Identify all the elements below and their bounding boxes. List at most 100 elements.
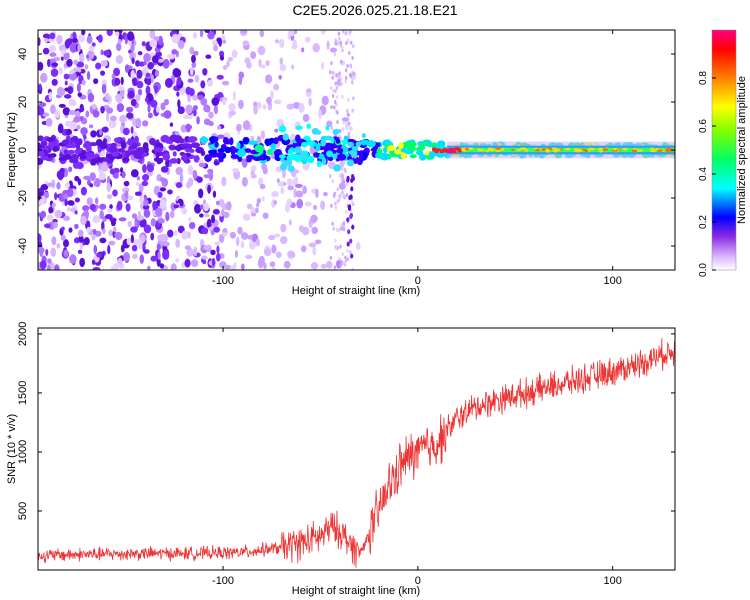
spectrogram-cell — [312, 43, 320, 53]
spectrogram-cell — [51, 62, 59, 67]
spectrogram-cell — [308, 141, 314, 147]
spectrogram-cell — [173, 134, 183, 143]
spectrogram-cell — [333, 105, 336, 110]
spectrogram-cell — [160, 102, 166, 111]
spectrogram-cell — [106, 175, 111, 186]
spectrogram-cell — [90, 130, 97, 138]
spectrogram-cell — [147, 112, 153, 119]
spectrogram-cell — [351, 108, 354, 113]
spectrogram-cell — [149, 30, 156, 39]
spectrogram-cell — [143, 209, 151, 218]
spectrogram-cell — [211, 214, 216, 224]
spectrogram-cell — [76, 61, 85, 68]
spectrogram-cell — [334, 81, 337, 86]
spectrogram-cell — [213, 44, 218, 52]
spectrogram-cell — [337, 228, 340, 233]
spectrogram-cell — [347, 229, 351, 235]
spectrogram-cell — [312, 204, 318, 210]
spectrogram-cell — [106, 107, 114, 114]
spectrogram-cell — [250, 51, 257, 60]
spectrogram-cell — [638, 149, 643, 152]
spectrogram-cell — [302, 185, 308, 195]
spectrogram-y-tick-label: 20 — [17, 96, 29, 108]
spectrogram-cell — [650, 147, 655, 150]
spectrogram-cell — [227, 56, 234, 62]
spectrogram-cell — [154, 69, 160, 77]
spectrogram-cell — [207, 31, 215, 40]
spectrogram-cell — [47, 58, 51, 68]
spectrogram-cell — [65, 128, 72, 136]
spectrogram-cell — [451, 148, 456, 152]
spectrogram-cell — [597, 147, 604, 151]
spectrogram-cell — [274, 233, 281, 238]
spectrogram-cell — [548, 147, 552, 151]
spectrogram-cell — [184, 245, 191, 250]
spectrogram-cell — [198, 188, 204, 199]
spectrogram-cell — [132, 253, 138, 260]
spectrogram-x-axis-label: Height of straight line (km) — [292, 285, 420, 297]
spectrogram-cell — [51, 202, 56, 208]
spectrogram-cell — [54, 209, 63, 219]
spectrogram-cell — [58, 66, 63, 75]
spectrogram-y-tick-label: 40 — [17, 48, 29, 60]
spectrogram-cell — [211, 257, 216, 267]
spectrogram-cell — [108, 155, 116, 161]
spectrogram-cell — [127, 31, 135, 42]
spectrogram-cell — [330, 105, 333, 110]
spectrogram-cell — [49, 52, 57, 57]
spectrogram-cell — [256, 101, 262, 109]
spectrogram-cell — [172, 151, 177, 157]
spectrogram-cell — [181, 230, 189, 240]
spectrogram-cell — [344, 258, 348, 263]
spectrogram-cell — [72, 37, 78, 44]
spectrogram-cell — [204, 213, 210, 218]
spectrogram-cell — [150, 232, 155, 241]
spectrogram-cell — [495, 147, 502, 150]
spectrogram-cell — [347, 141, 355, 147]
spectrogram-cell — [216, 252, 221, 262]
spectrogram-cell — [271, 266, 276, 270]
spectrogram-cell — [193, 246, 198, 257]
spectrogram-cell — [487, 147, 492, 150]
spectrogram-cell — [339, 244, 342, 249]
spectrogram-cell — [250, 165, 257, 172]
spectrogram-cell — [511, 148, 515, 152]
spectrogram-cell — [100, 162, 109, 172]
spectrogram-cell — [196, 176, 203, 183]
spectrogram-cell — [200, 80, 206, 89]
spectrogram-cell — [113, 67, 121, 77]
spectrogram-cell — [347, 97, 350, 102]
spectrogram-cell — [265, 60, 270, 67]
spectrogram-cell — [524, 149, 529, 152]
spectrogram-cell — [185, 104, 193, 115]
spectrogram-cell — [99, 237, 107, 244]
spectrogram-cell — [254, 144, 265, 153]
spectrogram-cell — [344, 169, 347, 174]
spectrogram-cell — [77, 43, 81, 53]
spectrogram-cell — [109, 168, 116, 175]
spectrogram-cell — [135, 93, 141, 102]
spectrogram-cell — [226, 61, 230, 67]
spectrogram-cell — [208, 226, 214, 231]
spectrogram-cell — [94, 197, 99, 205]
spectrogram-cell — [193, 155, 200, 163]
spectrogram-cell — [334, 201, 337, 206]
spectrogram-cell — [193, 108, 197, 117]
spectrogram-cell — [162, 241, 170, 247]
spectrogram-x-tick-label: 0 — [415, 275, 421, 287]
spectrogram-cell — [261, 163, 267, 170]
spectrogram-cell — [99, 128, 103, 136]
spectrogram-cell — [155, 106, 160, 113]
spectrogram-cell — [318, 109, 322, 120]
spectrogram-cell — [58, 88, 66, 96]
spectrogram-cell — [350, 253, 354, 259]
spectrogram-cell — [157, 35, 163, 46]
spectrogram-cell — [100, 49, 104, 56]
spectrogram-cell — [159, 199, 167, 209]
spectrogram-cell — [222, 137, 229, 145]
spectrogram-cell — [150, 255, 158, 262]
spectrogram-cell — [130, 45, 135, 52]
spectrogram-cell — [63, 73, 70, 80]
spectrogram-cell — [139, 254, 144, 264]
